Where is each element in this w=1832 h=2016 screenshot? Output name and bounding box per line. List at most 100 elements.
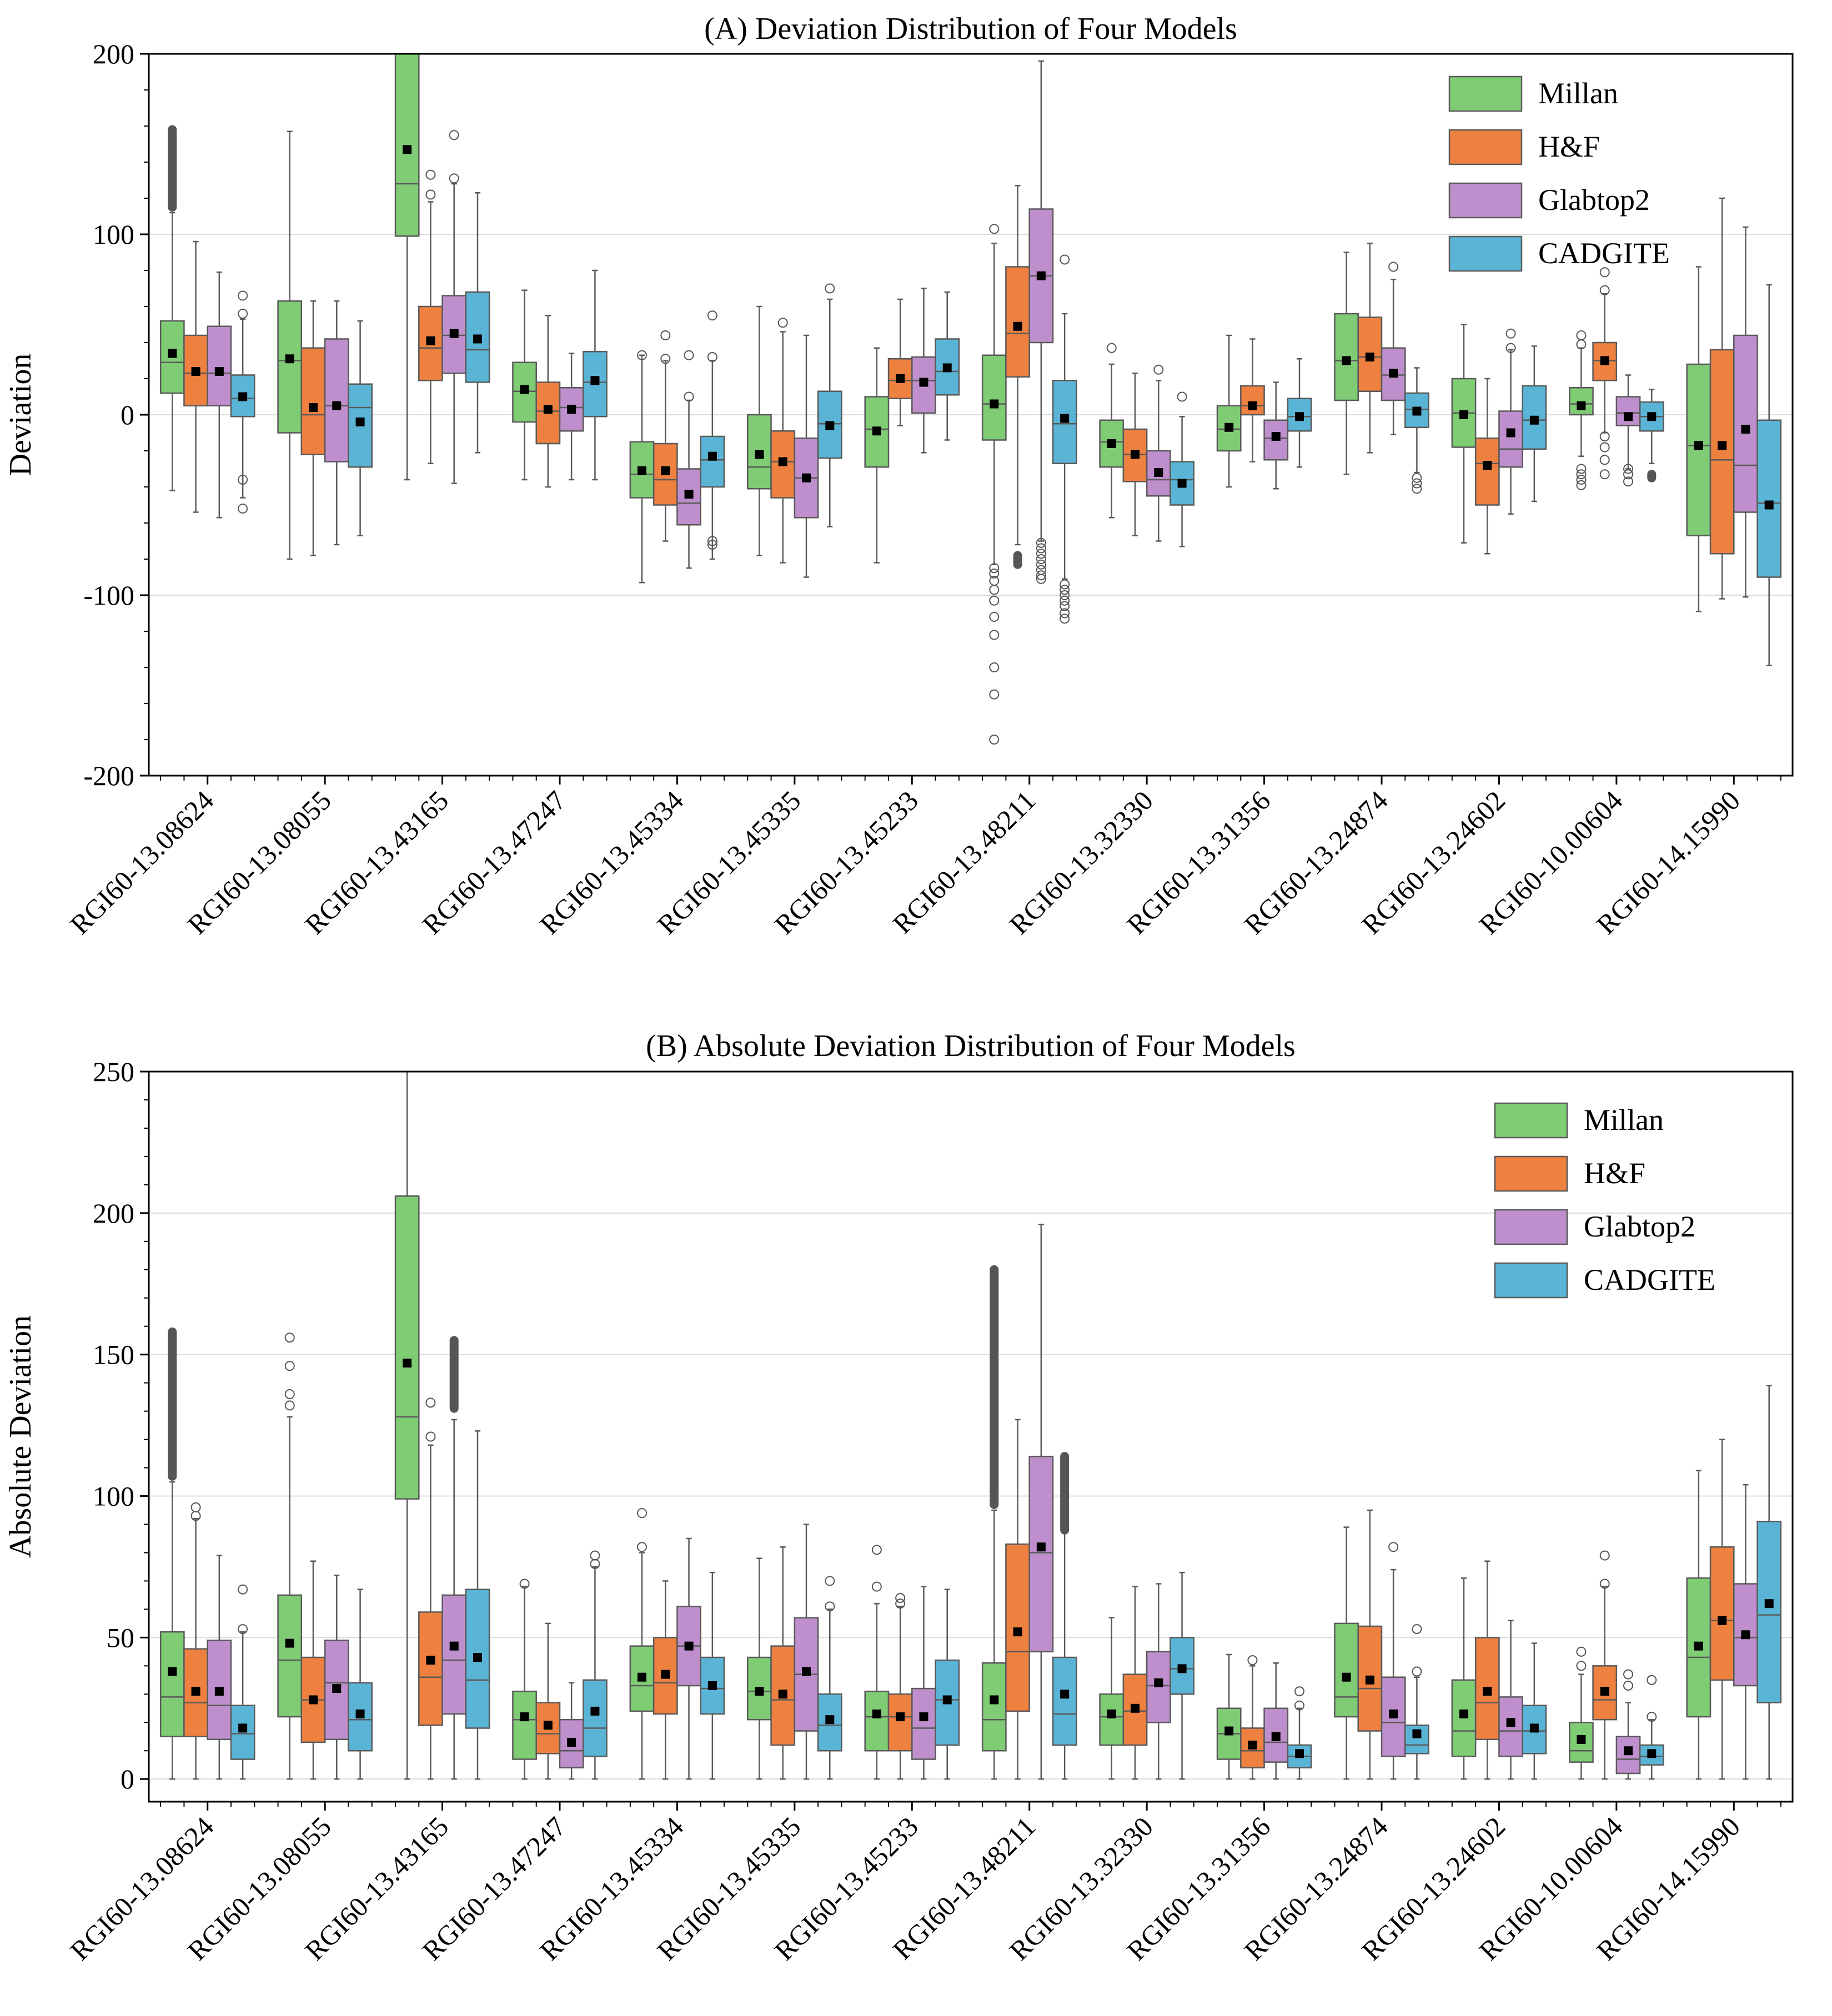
box-millan-10 bbox=[1334, 1526, 1359, 1780]
box-glabtop2-1 bbox=[324, 300, 349, 546]
y-tick-label: 200 bbox=[93, 1198, 134, 1229]
box-hf-9 bbox=[1240, 1655, 1265, 1780]
legend-label: Millan bbox=[1584, 1103, 1664, 1137]
box-cadgite-0 bbox=[230, 290, 255, 514]
box-cadgite-7 bbox=[1052, 254, 1077, 624]
plot-frame bbox=[148, 1070, 1794, 1803]
mean-marker bbox=[543, 405, 553, 414]
legend: Millan H&F Glabtop2 CADGITE bbox=[1448, 76, 1670, 272]
legend: Millan H&F Glabtop2 CADGITE bbox=[1494, 1102, 1715, 1299]
box-iqr bbox=[747, 1656, 772, 1721]
mean-marker bbox=[1389, 1709, 1398, 1718]
outlier-point bbox=[1412, 472, 1422, 483]
mean-marker bbox=[1013, 321, 1022, 331]
mean-marker bbox=[1224, 1726, 1234, 1736]
mean-marker bbox=[1483, 461, 1492, 470]
mean-marker bbox=[1036, 271, 1046, 280]
box-iqr bbox=[394, 1195, 420, 1500]
outlier-point bbox=[684, 350, 694, 360]
outlier-point bbox=[989, 576, 1000, 586]
mean-marker bbox=[1459, 1709, 1468, 1718]
box-cadgite-8 bbox=[1170, 1571, 1194, 1780]
legend-swatch-glabtop2 bbox=[1448, 182, 1523, 219]
box-cadgite-9 bbox=[1287, 358, 1312, 468]
box-millan-6 bbox=[864, 347, 890, 564]
outlier-point bbox=[284, 1333, 295, 1343]
mean-marker bbox=[1271, 432, 1281, 441]
box-iqr bbox=[159, 1631, 185, 1738]
outlier-point bbox=[871, 1545, 882, 1555]
box-iqr bbox=[418, 1611, 443, 1726]
box-iqr bbox=[864, 1690, 890, 1752]
outlier-point bbox=[1576, 1661, 1587, 1671]
box-millan-10 bbox=[1334, 252, 1359, 475]
mean-marker bbox=[1694, 441, 1703, 450]
mean-marker bbox=[238, 392, 248, 401]
mean-marker bbox=[1624, 412, 1633, 421]
box-cadgite-0 bbox=[230, 1584, 255, 1780]
mean-marker bbox=[1013, 1627, 1022, 1637]
legend-swatch-hf bbox=[1448, 129, 1523, 165]
box-glabtop2-5 bbox=[794, 334, 819, 578]
mean-marker bbox=[449, 329, 459, 338]
y-tick-label: 50 bbox=[107, 1622, 134, 1653]
mean-marker bbox=[1271, 1732, 1281, 1741]
outlier-point bbox=[1412, 484, 1422, 494]
mean-marker bbox=[778, 1690, 787, 1699]
outlier-point bbox=[1247, 1655, 1258, 1666]
box-glabtop2-1 bbox=[324, 1574, 349, 1780]
box-millan-7 bbox=[981, 224, 1007, 745]
outlier-point bbox=[238, 290, 248, 301]
outlier-point bbox=[1576, 475, 1587, 485]
mean-marker bbox=[1107, 439, 1116, 448]
box-hf-9 bbox=[1240, 338, 1265, 462]
outlier-point bbox=[238, 504, 248, 514]
outlier-point bbox=[1060, 608, 1070, 619]
box-hf-5 bbox=[770, 318, 796, 564]
box-iqr bbox=[277, 1594, 303, 1718]
outlier-point bbox=[1036, 554, 1046, 564]
box-millan-9 bbox=[1216, 1653, 1242, 1780]
box-millan-11 bbox=[1451, 1577, 1477, 1780]
mean-marker bbox=[1295, 412, 1304, 421]
outlier-point bbox=[637, 350, 647, 360]
outlier-point bbox=[989, 563, 1000, 574]
outlier-point bbox=[284, 1361, 295, 1371]
box-cadgite-1 bbox=[348, 1588, 373, 1780]
legend-swatch-millan bbox=[1494, 1102, 1568, 1139]
outlier-point bbox=[238, 475, 248, 485]
mean-marker bbox=[638, 1672, 646, 1682]
box-iqr bbox=[1052, 1656, 1077, 1746]
box-iqr bbox=[394, 53, 420, 237]
box-iqr bbox=[1709, 1546, 1735, 1681]
mean-marker bbox=[285, 354, 294, 364]
mean-marker bbox=[332, 401, 342, 410]
box-iqr bbox=[277, 300, 303, 434]
box-cadgite-7 bbox=[1052, 1452, 1077, 1780]
box-glabtop2-3 bbox=[559, 353, 584, 481]
box-hf-1 bbox=[300, 300, 326, 556]
outlier-point bbox=[1623, 464, 1633, 474]
box-cadgite-3 bbox=[583, 269, 608, 481]
box-hf-7 bbox=[1005, 185, 1030, 569]
outlier-point bbox=[1060, 254, 1070, 265]
chart-title: (A) Deviation Distribution of Four Model… bbox=[704, 12, 1237, 46]
box-glabtop2-13 bbox=[1733, 226, 1758, 598]
outlier-point bbox=[1060, 595, 1070, 606]
box-iqr bbox=[887, 1693, 913, 1752]
outlier-point bbox=[871, 1581, 882, 1592]
box-iqr bbox=[512, 1690, 537, 1760]
mean-marker bbox=[919, 378, 928, 387]
box-iqr bbox=[700, 435, 725, 488]
mean-marker bbox=[1741, 1630, 1750, 1640]
outlier-point bbox=[284, 1389, 295, 1400]
y-axis-label: Absolute Deviation bbox=[3, 1315, 38, 1558]
box-iqr bbox=[1240, 385, 1265, 416]
outlier-point bbox=[1060, 590, 1070, 600]
outlier-point bbox=[989, 585, 1000, 595]
box-iqr bbox=[1733, 334, 1758, 513]
outlier-point bbox=[989, 595, 1000, 606]
outlier-point bbox=[238, 309, 248, 319]
outlier-point bbox=[1294, 1686, 1304, 1697]
outlier-point bbox=[425, 1431, 436, 1442]
